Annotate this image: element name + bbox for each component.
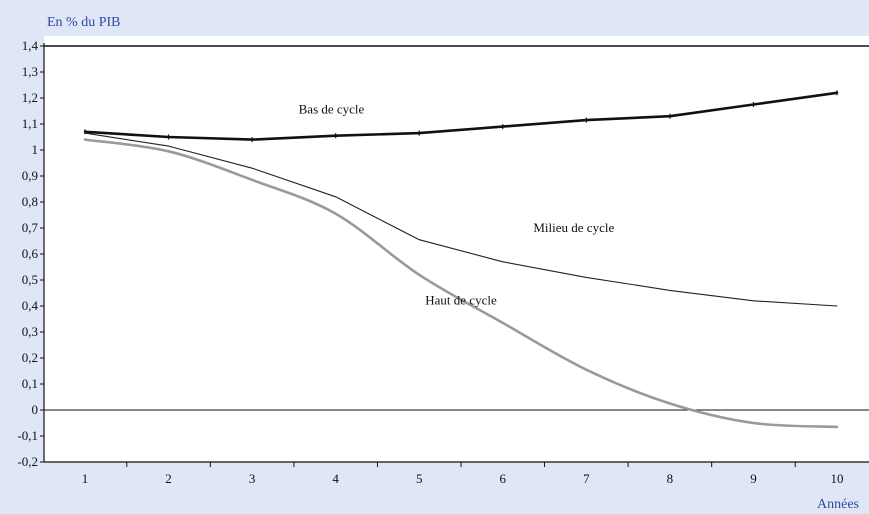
series-line-milieu-de-cycle bbox=[84, 132, 838, 307]
series-label-milieu-de-cycle: Milieu de cycle bbox=[533, 220, 614, 235]
y-tick-label: 0,3 bbox=[22, 324, 38, 339]
y-tick-label: 0 bbox=[32, 402, 39, 417]
y-tick-label: 0,2 bbox=[22, 350, 38, 365]
x-tick-label: 8 bbox=[667, 471, 674, 486]
y-tick-label: 1 bbox=[32, 142, 39, 157]
series-line-bas-de-cycle bbox=[83, 91, 839, 141]
series-label-haut-de-cycle: Haut de cycle bbox=[425, 293, 497, 308]
x-tick-label: 2 bbox=[165, 471, 172, 486]
y-tick-label: 1,2 bbox=[22, 90, 38, 105]
x-tick-label: 4 bbox=[332, 471, 339, 486]
series-layer bbox=[83, 90, 839, 429]
y-tick-label: 0,1 bbox=[22, 376, 38, 391]
y-tick-label: 0,5 bbox=[22, 272, 38, 287]
labels-layer: Bas de cycle Milieu de cycle Haut de cycle bbox=[299, 102, 615, 308]
y-tick-label: 0,6 bbox=[22, 246, 39, 261]
x-tick-label: 3 bbox=[249, 471, 256, 486]
y-tick-label: 0,9 bbox=[22, 168, 38, 183]
ticks-layer: -0,2 -0,1 0 0,1 0,2 0,3 0,4 0,5 0,6 0,7 0,8 0,9 1 1,1… bbox=[17, 38, 869, 486]
y-tick-label: 0,4 bbox=[22, 298, 39, 313]
x-tick-label: 1 bbox=[82, 471, 89, 486]
y-tick-label: 1,1 bbox=[22, 116, 38, 131]
x-tick-label: 7 bbox=[583, 471, 590, 486]
y-tick-label: -0,1 bbox=[17, 428, 38, 443]
x-axis-label: Années bbox=[817, 497, 859, 512]
series-line-haut-de-cycle bbox=[83, 138, 839, 429]
y-tick-label: -0,2 bbox=[17, 454, 38, 469]
series-label-bas-de-cycle: Bas de cycle bbox=[299, 102, 365, 117]
x-tick-label: 6 bbox=[500, 471, 507, 486]
y-tick-label: 1,4 bbox=[22, 38, 39, 53]
y-tick-label: 0,8 bbox=[22, 194, 38, 209]
x-tick-label: 9 bbox=[750, 471, 757, 486]
y-tick-label: 0,7 bbox=[22, 220, 39, 235]
x-tick-label: 10 bbox=[831, 471, 844, 486]
y-tick-label: 1,3 bbox=[22, 64, 38, 79]
x-tick-label: 5 bbox=[416, 471, 423, 486]
y-axis-label: En % du PIB bbox=[47, 15, 121, 30]
